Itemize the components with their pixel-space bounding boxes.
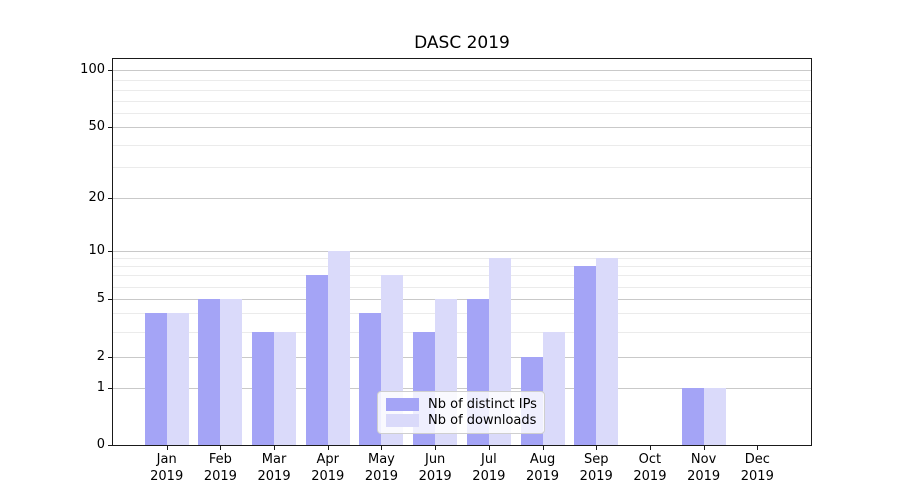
chart-title: DASC 2019 xyxy=(414,33,510,53)
y-tick-mark-2 xyxy=(108,357,113,358)
bar-feb-downloads xyxy=(220,299,243,445)
bar-feb-distinct-ips xyxy=(198,299,221,445)
bar-sep-distinct-ips xyxy=(574,266,597,445)
y-tick-label-10: 10 xyxy=(88,242,105,258)
legend-row-downloads: Nb of downloads xyxy=(386,413,536,429)
x-tick-label-apr: Apr 2019 xyxy=(311,452,345,484)
x-tick-label-feb: Feb 2019 xyxy=(203,452,237,484)
major-gridline-10 xyxy=(113,250,811,252)
x-tick-label-jun: Jun 2019 xyxy=(418,452,452,484)
x-tick-mark-oct xyxy=(649,446,651,450)
x-tick-label-may: May 2019 xyxy=(364,452,398,484)
bar-may-distinct-ips xyxy=(359,313,382,445)
x-tick-label-oct: Oct 2019 xyxy=(633,452,667,484)
minor-gridline-80 xyxy=(113,90,811,91)
major-gridline-100 xyxy=(113,70,811,71)
minor-gridline-6 xyxy=(113,286,811,288)
x-tick-mark-mar xyxy=(274,446,276,450)
x-tick-mark-aug xyxy=(542,446,544,450)
bar-aug-downloads xyxy=(542,332,565,445)
x-tick-label-dec: Dec 2019 xyxy=(740,452,774,484)
x-tick-mark-jan xyxy=(166,446,168,450)
x-tick-mark-may xyxy=(381,446,383,450)
x-tick-mark-sep xyxy=(596,446,598,450)
minor-gridline-40 xyxy=(113,144,811,146)
x-tick-mark-jul xyxy=(488,446,490,450)
minor-gridline-70 xyxy=(113,100,811,102)
y-tick-label-1: 1 xyxy=(96,380,105,395)
bar-apr-distinct-ips xyxy=(305,275,328,445)
major-gridline-50 xyxy=(113,126,811,128)
major-gridline-20 xyxy=(113,198,811,199)
y-tick-mark-50 xyxy=(108,126,113,128)
legend-swatch-downloads xyxy=(386,414,419,428)
y-tick-label-50: 50 xyxy=(88,118,105,134)
y-tick-mark-5 xyxy=(108,299,113,300)
bar-jan-distinct-ips xyxy=(144,313,167,445)
y-tick-mark-100 xyxy=(108,70,113,71)
y-tick-label-2: 2 xyxy=(96,349,105,364)
legend: Nb of distinct IPs Nb of downloads xyxy=(377,391,545,434)
bar-apr-downloads xyxy=(327,250,350,445)
bar-mar-distinct-ips xyxy=(252,332,275,445)
y-tick-mark-1 xyxy=(108,388,113,389)
legend-swatch-distinct-ips xyxy=(386,397,419,411)
legend-label-distinct-ips: Nb of distinct IPs xyxy=(428,396,537,412)
minor-gridline-4 xyxy=(113,313,811,314)
minor-gridline-8 xyxy=(113,266,811,267)
minor-gridline-9 xyxy=(113,258,811,259)
y-tick-mark-0 xyxy=(108,445,113,446)
bar-sep-downloads xyxy=(596,258,619,445)
legend-row-distinct-ips: Nb of distinct IPs xyxy=(386,396,537,412)
minor-gridline-30 xyxy=(113,166,811,168)
bar-jan-downloads xyxy=(166,313,189,445)
y-tick-mark-10 xyxy=(108,250,113,252)
legend-label-downloads: Nb of downloads xyxy=(428,413,537,429)
plot-area xyxy=(112,58,812,446)
y-tick-label-5: 5 xyxy=(96,291,105,306)
minor-gridline-7 xyxy=(113,275,811,276)
x-tick-mark-dec xyxy=(757,446,759,450)
bar-nov-downloads xyxy=(703,388,726,445)
x-tick-label-nov: Nov 2019 xyxy=(687,452,721,484)
x-tick-label-sep: Sep 2019 xyxy=(579,452,613,484)
x-tick-mark-feb xyxy=(220,446,222,450)
minor-gridline-3 xyxy=(113,332,811,333)
x-tick-mark-apr xyxy=(327,446,329,450)
bar-nov-distinct-ips xyxy=(681,388,704,445)
y-tick-mark-20 xyxy=(108,198,113,199)
minor-gridline-90 xyxy=(113,80,811,81)
major-gridline-2 xyxy=(113,357,811,358)
x-tick-mark-jun xyxy=(435,446,437,450)
x-tick-label-mar: Mar 2019 xyxy=(257,452,291,484)
minor-gridline-60 xyxy=(113,112,811,114)
x-tick-label-jul: Jul 2019 xyxy=(472,452,506,484)
y-tick-label-100: 100 xyxy=(80,62,105,77)
x-tick-label-jan: Jan 2019 xyxy=(150,452,184,484)
major-gridline-1 xyxy=(113,388,811,389)
x-tick-mark-nov xyxy=(703,446,705,450)
y-tick-label-0: 0 xyxy=(96,437,105,452)
bar-mar-downloads xyxy=(274,332,297,445)
y-tick-label-20: 20 xyxy=(88,190,105,205)
major-gridline-5 xyxy=(113,299,811,300)
x-tick-label-aug: Aug 2019 xyxy=(525,452,560,484)
